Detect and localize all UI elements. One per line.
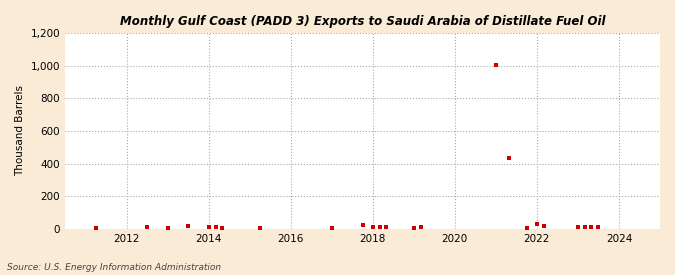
Y-axis label: Thousand Barrels: Thousand Barrels	[15, 86, 25, 177]
Text: Source: U.S. Energy Information Administration: Source: U.S. Energy Information Administ…	[7, 263, 221, 272]
Title: Monthly Gulf Coast (PADD 3) Exports to Saudi Arabia of Distillate Fuel Oil: Monthly Gulf Coast (PADD 3) Exports to S…	[119, 15, 605, 28]
